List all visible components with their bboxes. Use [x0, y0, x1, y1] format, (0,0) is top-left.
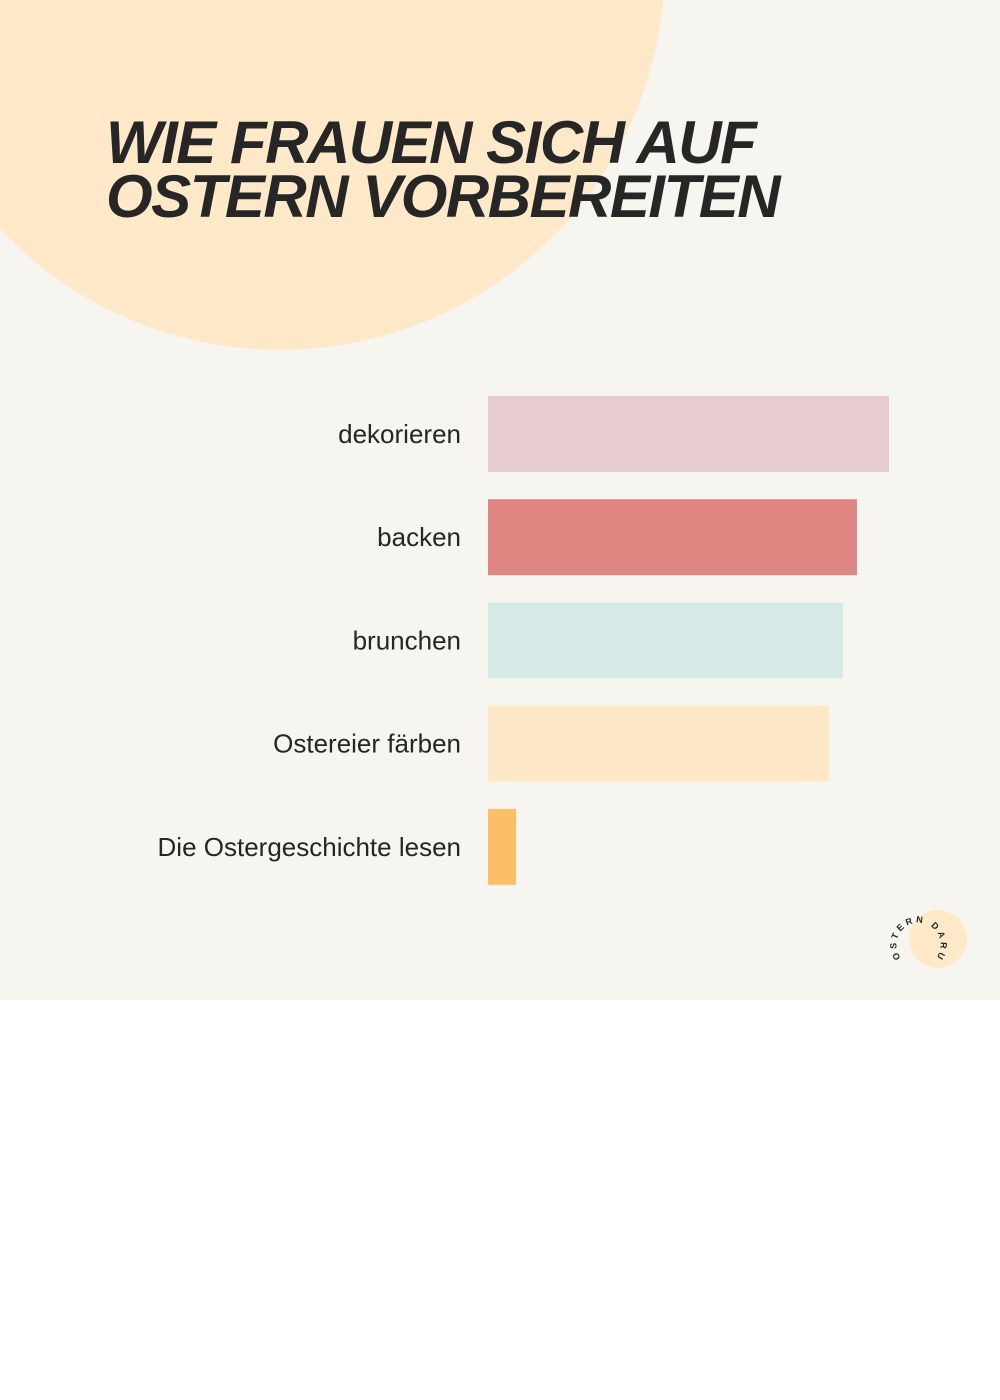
category-label-2: brunchen: [353, 625, 461, 655]
chart-title-line-2: OSTERN VORBEREITEN: [106, 163, 781, 230]
bar-0: [488, 396, 889, 472]
bar-1: [488, 499, 857, 576]
logo-circle: [909, 910, 967, 968]
bar-3: [488, 705, 829, 782]
category-label-0: dekorieren: [338, 419, 461, 449]
ostern-darum-logo: OSTERN DARUM: [880, 902, 967, 968]
category-label-1: backen: [377, 522, 461, 552]
chart-title: WIE FRAUEN SICH AUF OSTERN VORBEREITEN: [106, 109, 866, 230]
category-label-3: Ostereier färben: [273, 729, 461, 759]
category-label-4: Die Ostergeschichte lesen: [158, 832, 461, 862]
chart-title-line-1: WIE FRAUEN SICH AUF: [106, 109, 757, 176]
infographic-card: WIE FRAUEN SICH AUF OSTERN VORBEREITEN d…: [0, 0, 1000, 1000]
bar-4: [488, 808, 517, 885]
bar-2: [488, 602, 843, 679]
bar-chart: dekorieren backen brunchen Ostereier färben…: [158, 396, 889, 885]
